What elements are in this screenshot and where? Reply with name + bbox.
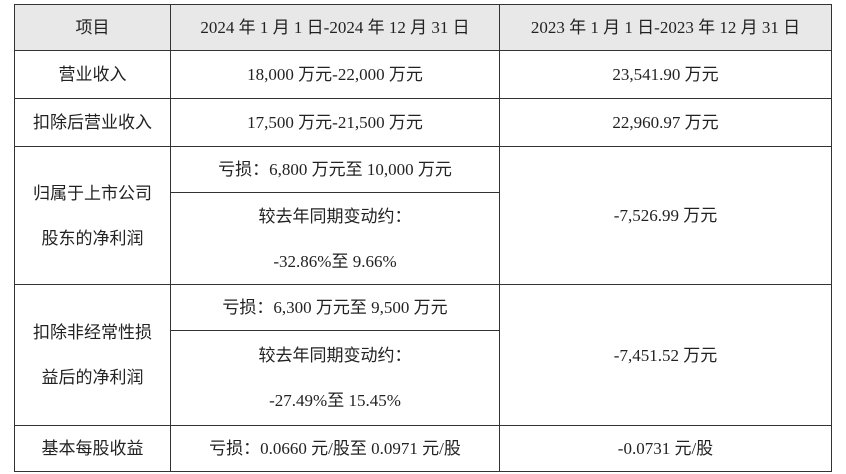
table-row: 基本每股收益 亏损：0.0660 元/股至 0.0971 元/股 -0.0731 元… xyxy=(14,425,832,472)
current-cell: 较去年同期变动约： -27.49%至 15.45% xyxy=(170,330,500,426)
current-text: -32.86%至 9.66% xyxy=(273,251,397,271)
item-cell: 基本每股收益 xyxy=(14,425,171,472)
prior-cell: 22,960.97 万元 xyxy=(499,98,832,147)
header-text: 项目 xyxy=(75,18,110,37)
current-text: 亏损：6,800 万元至 10,000 万元 xyxy=(218,160,452,179)
prior-cell: -7,526.99 万元 xyxy=(499,146,832,285)
prior-cell: -7,451.52 万元 xyxy=(499,284,832,426)
current-cell: 亏损：0.0660 元/股至 0.0971 元/股 xyxy=(170,425,500,472)
item-text: 股东的净利润 xyxy=(41,228,144,248)
prior-text: 22,960.97 万元 xyxy=(612,113,719,132)
table-row: 项目 2024 年 1 月 1 日-2024 年 12 月 31 日 2023 年 … xyxy=(14,4,832,51)
prior-text: -7,526.99 万元 xyxy=(613,206,718,225)
table-row: 营业收入 18,000 万元-22,000 万元 23,541.90 万元 xyxy=(14,50,832,99)
prior-cell: -0.0731 元/股 xyxy=(499,425,832,472)
item-text: 营业收入 xyxy=(58,65,127,84)
current-text: 亏损：6,300 万元至 9,500 万元 xyxy=(222,298,448,317)
current-text: 亏损：0.0660 元/股至 0.0971 元/股 xyxy=(209,439,461,458)
prior-text: 23,541.90 万元 xyxy=(612,65,719,84)
prior-cell: 23,541.90 万元 xyxy=(499,50,832,99)
item-cell: 营业收入 xyxy=(14,50,171,99)
item-text: 基本每股收益 xyxy=(41,439,144,458)
table-row: 较去年同期变动约： -32.86%至 9.66% xyxy=(15,192,832,285)
prior-text: -0.0731 元/股 xyxy=(617,439,714,458)
item-text: 归属于上市公司 xyxy=(33,183,152,203)
current-cell: 17,500 万元-21,500 万元 xyxy=(170,98,500,147)
item-text: 益后的净利润 xyxy=(41,368,144,387)
header-cell: 2024 年 1 月 1 日-2024 年 12 月 31 日 xyxy=(170,4,500,51)
current-text: 17,500 万元-21,500 万元 xyxy=(247,113,423,132)
current-text: 较去年同期变动约： xyxy=(258,206,412,226)
current-text: -27.49%至 15.45% xyxy=(269,391,401,410)
item-text: 扣除后营业收入 xyxy=(33,113,152,132)
header-cell: 2023 年 1 月 1 日-2023 年 12 月 31 日 xyxy=(499,4,832,51)
current-text: 较去年同期变动约： xyxy=(258,346,412,365)
item-cell: 归属于上市公司 股东的净利润 xyxy=(14,146,171,285)
current-cell: 亏损：6,800 万元至 10,000 万元 xyxy=(170,146,500,193)
table-row: 归属于上市公司 股东的净利润 亏损：6,800 万元至 10,000 万元 -7,52… xyxy=(14,146,832,285)
item-cell: 扣除非经常性损 益后的净利润 xyxy=(14,284,171,426)
table-row: 较去年同期变动约： -27.49%至 15.45% xyxy=(15,330,832,426)
current-text: 18,000 万元-22,000 万元 xyxy=(247,65,423,84)
item-text: 扣除非经常性损 xyxy=(33,323,152,342)
results-table: 项目 2024 年 1 月 1 日-2024 年 12 月 31 日 2023 年 … xyxy=(14,4,832,472)
current-cell: 18,000 万元-22,000 万元 xyxy=(170,50,500,99)
current-cell: 较去年同期变动约： -32.86%至 9.66% xyxy=(170,192,500,285)
header-cell: 项目 xyxy=(14,4,171,51)
table-row: 扣除后营业收入 17,500 万元-21,500 万元 22,960.97 万元 xyxy=(14,98,832,147)
table-row: 扣除非经常性损 益后的净利润 亏损：6,300 万元至 9,500 万元 -7,451… xyxy=(14,284,832,426)
item-cell: 扣除后营业收入 xyxy=(14,98,171,147)
prior-text: -7,451.52 万元 xyxy=(613,345,718,365)
current-cell: 亏损：6,300 万元至 9,500 万元 xyxy=(170,284,500,331)
header-text: 2023 年 1 月 1 日-2023 年 12 月 31 日 xyxy=(530,18,801,37)
header-text: 2024 年 1 月 1 日-2024 年 12 月 31 日 xyxy=(200,18,470,37)
